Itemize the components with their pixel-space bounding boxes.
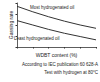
svg-text:Test with hydrogen at 80°C: Test with hydrogen at 80°C <box>44 70 99 75</box>
svg-text:WDBT content (%): WDBT content (%) <box>36 52 78 58</box>
svg-text:According to IEC publication 6: According to IEC publication 60 628-A <box>22 62 98 67</box>
svg-text:Gassing rate: Gassing rate <box>8 11 14 40</box>
svg-text:Most hydrogenated oil: Most hydrogenated oil <box>30 5 74 10</box>
svg-text:Least hydrogenated oil: Least hydrogenated oil <box>14 36 60 41</box>
